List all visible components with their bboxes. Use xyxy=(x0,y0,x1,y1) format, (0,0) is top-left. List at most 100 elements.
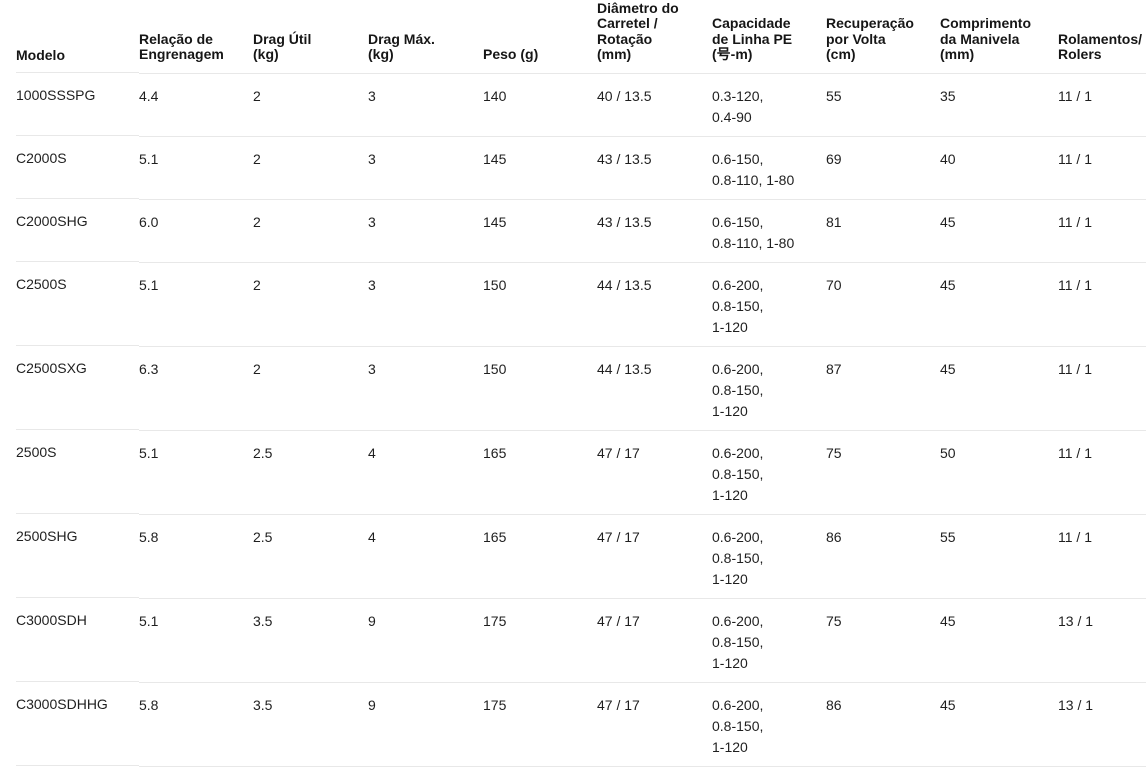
cell-drag_max: 3 xyxy=(368,346,483,431)
cell-capacidade: 0.6-200, 0.8-150, 1-120 xyxy=(712,346,826,431)
table-row: C2000SHG 6.0 2 3 145 43 / 13.5 0.6-150, 0.8-11… xyxy=(0,199,1146,263)
cell-drag_max: 3 xyxy=(368,136,483,200)
cell-diametro: 44 / 13.5 xyxy=(597,262,712,347)
cell-peso: 175 xyxy=(483,682,597,767)
cell-manivela: 45 xyxy=(940,598,1058,683)
cell-diametro: 47 / 17 xyxy=(597,682,712,767)
cell-drag_util: 2.5 xyxy=(253,430,368,515)
cell-rolamentos: 11 / 1 xyxy=(1058,262,1146,347)
cell-peso: 165 xyxy=(483,514,597,599)
cell-diametro: 43 / 13.5 xyxy=(597,199,712,263)
cell-relacao: 5.1 xyxy=(139,262,253,347)
cell-drag_util: 2 xyxy=(253,199,368,263)
cell-modelo: C2500SXG xyxy=(0,346,139,430)
table-row: 2500SHG 5.8 2.5 4 165 47 / 17 0.6-200, 0.8-150… xyxy=(0,514,1146,599)
cell-modelo: C2000S xyxy=(0,136,139,199)
cell-peso: 145 xyxy=(483,136,597,200)
cell-capacidade: 0.6-150, 0.8-110, 1-80 xyxy=(712,136,826,200)
cell-drag_max: 3 xyxy=(368,199,483,263)
cell-diametro: 47 / 17 xyxy=(597,514,712,599)
cell-drag_util: 3.5 xyxy=(253,682,368,767)
cell-peso: 145 xyxy=(483,199,597,263)
header-row: Modelo Relação de Engrenagem Drag Útil (kg… xyxy=(0,0,1146,74)
table-body: 1000SSSPG 4.4 2 3 140 40 / 13.5 0.3-120, 0.4-9… xyxy=(0,73,1146,767)
cell-rolamentos: 11 / 1 xyxy=(1058,199,1146,263)
column-header-manivela: Comprimento da Manivela (mm) xyxy=(940,0,1058,74)
cell-peso: 175 xyxy=(483,598,597,683)
cell-capacidade: 0.6-200, 0.8-150, 1-120 xyxy=(712,262,826,347)
cell-relacao: 6.0 xyxy=(139,199,253,263)
cell-diametro: 47 / 17 xyxy=(597,598,712,683)
cell-drag_max: 9 xyxy=(368,598,483,683)
cell-manivela: 45 xyxy=(940,262,1058,347)
cell-recuperacao: 86 xyxy=(826,514,940,599)
table-row: C2500S 5.1 2 3 150 44 / 13.5 0.6-200, 0.8-150,… xyxy=(0,262,1146,347)
cell-relacao: 5.8 xyxy=(139,514,253,599)
cell-rolamentos: 13 / 1 xyxy=(1058,598,1146,683)
column-header-rolamentos: Rolamentos/ Rolers xyxy=(1058,0,1146,74)
cell-drag_max: 4 xyxy=(368,514,483,599)
cell-rolamentos: 11 / 1 xyxy=(1058,430,1146,515)
cell-recuperacao: 75 xyxy=(826,598,940,683)
cell-capacidade: 0.6-200, 0.8-150, 1-120 xyxy=(712,682,826,767)
cell-modelo: 1000SSSPG xyxy=(0,73,139,136)
cell-manivela: 55 xyxy=(940,514,1058,599)
cell-relacao: 6.3 xyxy=(139,346,253,431)
cell-rolamentos: 11 / 1 xyxy=(1058,514,1146,599)
cell-capacidade: 0.6-150, 0.8-110, 1-80 xyxy=(712,199,826,263)
cell-peso: 165 xyxy=(483,430,597,515)
table-row: 2500S 5.1 2.5 4 165 47 / 17 0.6-200, 0.8-150, … xyxy=(0,430,1146,515)
cell-relacao: 5.1 xyxy=(139,430,253,515)
table-row: C3000SDH 5.1 3.5 9 175 47 / 17 0.6-200, 0.8-15… xyxy=(0,598,1146,683)
column-header-modelo: Modelo xyxy=(0,0,139,73)
cell-capacidade: 0.3-120, 0.4-90 xyxy=(712,73,826,137)
cell-capacidade: 0.6-200, 0.8-150, 1-120 xyxy=(712,514,826,599)
cell-capacidade: 0.6-200, 0.8-150, 1-120 xyxy=(712,430,826,515)
cell-manivela: 40 xyxy=(940,136,1058,200)
cell-peso: 150 xyxy=(483,346,597,431)
cell-drag_util: 2 xyxy=(253,73,368,137)
cell-drag_max: 9 xyxy=(368,682,483,767)
cell-capacidade: 0.6-200, 0.8-150, 1-120 xyxy=(712,598,826,683)
cell-relacao: 4.4 xyxy=(139,73,253,137)
table-header: Modelo Relação de Engrenagem Drag Útil (kg… xyxy=(0,0,1146,74)
cell-manivela: 45 xyxy=(940,199,1058,263)
column-header-drag_max: Drag Máx. (kg) xyxy=(368,0,483,74)
cell-peso: 140 xyxy=(483,73,597,137)
cell-diametro: 47 / 17 xyxy=(597,430,712,515)
cell-modelo: 2500S xyxy=(0,430,139,514)
cell-recuperacao: 69 xyxy=(826,136,940,200)
cell-recuperacao: 55 xyxy=(826,73,940,137)
cell-recuperacao: 75 xyxy=(826,430,940,515)
cell-manivela: 45 xyxy=(940,682,1058,767)
cell-peso: 150 xyxy=(483,262,597,347)
cell-relacao: 5.8 xyxy=(139,682,253,767)
cell-relacao: 5.1 xyxy=(139,598,253,683)
cell-diametro: 43 / 13.5 xyxy=(597,136,712,200)
column-header-diametro: Diâmetro do Carretel / Rotação (mm) xyxy=(597,0,712,74)
column-header-capacidade: Capacidade de Linha PE (号-m) xyxy=(712,0,826,74)
cell-diametro: 44 / 13.5 xyxy=(597,346,712,431)
cell-modelo: 2500SHG xyxy=(0,514,139,598)
column-header-drag_util: Drag Útil (kg) xyxy=(253,0,368,74)
cell-recuperacao: 70 xyxy=(826,262,940,347)
cell-drag_util: 2.5 xyxy=(253,514,368,599)
cell-rolamentos: 13 / 1 xyxy=(1058,682,1146,767)
cell-manivela: 35 xyxy=(940,73,1058,137)
table-row: C2500SXG 6.3 2 3 150 44 / 13.5 0.6-200, 0.8-15… xyxy=(0,346,1146,431)
cell-rolamentos: 11 / 1 xyxy=(1058,136,1146,200)
cell-drag_util: 3.5 xyxy=(253,598,368,683)
cell-drag_util: 2 xyxy=(253,262,368,347)
column-header-relacao: Relação de Engrenagem xyxy=(139,0,253,74)
cell-recuperacao: 87 xyxy=(826,346,940,431)
table-row: C3000SDHHG 5.8 3.5 9 175 47 / 17 0.6-200, 0.8-… xyxy=(0,682,1146,767)
cell-drag_max: 3 xyxy=(368,73,483,137)
cell-modelo: C2000SHG xyxy=(0,199,139,262)
column-header-recuperacao: Recuperação por Volta (cm) xyxy=(826,0,940,74)
cell-rolamentos: 11 / 1 xyxy=(1058,346,1146,431)
cell-manivela: 50 xyxy=(940,430,1058,515)
table-row: C2000S 5.1 2 3 145 43 / 13.5 0.6-150, 0.8-110,… xyxy=(0,136,1146,200)
cell-recuperacao: 86 xyxy=(826,682,940,767)
